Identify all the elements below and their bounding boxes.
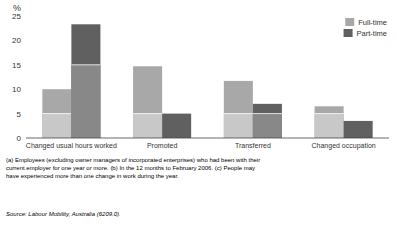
y-tick-label: 0 bbox=[17, 134, 22, 143]
legend: Full-time Part-time bbox=[344, 18, 387, 38]
x-axis: Changed usual hours worked Promoted Transf… bbox=[26, 142, 376, 150]
footnote-line: (a) Employees (excluding owner managers … bbox=[6, 157, 260, 163]
bars bbox=[42, 24, 372, 138]
segment-divider bbox=[315, 113, 344, 114]
segment-divider bbox=[224, 113, 253, 114]
x-tick-label: Changed usual hours worked bbox=[26, 142, 117, 150]
bar bbox=[42, 89, 71, 138]
bar bbox=[253, 104, 282, 138]
legend-swatch bbox=[344, 29, 353, 37]
y-tick-label: 5 bbox=[17, 110, 22, 119]
segment-divider bbox=[42, 113, 71, 114]
legend-label: Full-time bbox=[358, 18, 387, 27]
bar bbox=[133, 66, 162, 138]
x-tick-label: Transferred bbox=[235, 142, 271, 149]
y-tick-label: 20 bbox=[12, 36, 21, 45]
bar bbox=[224, 81, 253, 138]
bar-sub-segment bbox=[315, 114, 344, 138]
segment-divider bbox=[133, 113, 162, 114]
y-axis: 0 5 10 15 20 25 bbox=[12, 12, 21, 143]
chart: 0 5 10 15 20 25% Changed usual hours worked Pro… bbox=[0, 0, 397, 227]
bar-sub-segment bbox=[133, 114, 162, 138]
x-tick-label: Promoted bbox=[147, 142, 177, 149]
y-tick-label: 10 bbox=[12, 85, 21, 94]
bar bbox=[315, 106, 344, 138]
bar-sub-segment bbox=[42, 114, 71, 138]
source: Source: Labour Mobility, Australia (6209… bbox=[6, 211, 121, 217]
y-tick-label: 25 bbox=[12, 12, 21, 21]
y-axis-label: % bbox=[13, 3, 21, 13]
legend-swatch bbox=[345, 18, 354, 26]
segment-divider bbox=[71, 64, 100, 65]
bar bbox=[162, 114, 191, 138]
segment-divider bbox=[253, 113, 282, 114]
bar-sub-segment bbox=[253, 114, 282, 138]
footnote-line: current employer for one year or more. (… bbox=[6, 165, 255, 171]
bar-sub-segment bbox=[71, 65, 100, 138]
x-tick-label: Changed occupation bbox=[312, 142, 376, 150]
footnote: (a) Employees (excluding owner managers … bbox=[6, 157, 260, 179]
x-axis-line bbox=[26, 138, 389, 139]
bar bbox=[344, 121, 373, 138]
legend-label: Part-time bbox=[357, 29, 387, 38]
bar-sub-segment bbox=[224, 114, 253, 138]
footnote-line: have experienced more than one change in… bbox=[6, 173, 179, 179]
bar bbox=[71, 24, 100, 138]
y-tick-label: 15 bbox=[12, 61, 21, 70]
